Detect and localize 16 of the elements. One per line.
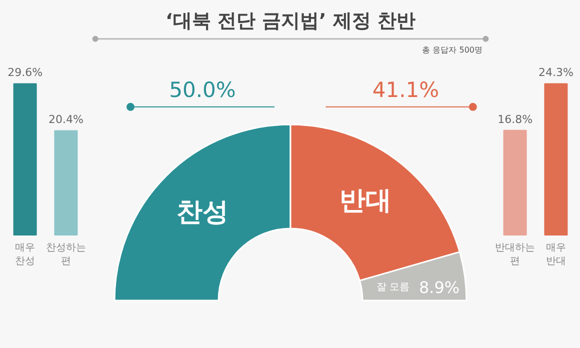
data-label: 50.0%: [169, 78, 236, 102]
data-label: 41.1%: [372, 78, 440, 102]
category-label: 매우 반대: [546, 242, 566, 267]
data-label: 20.4%: [48, 113, 84, 126]
category-label: 매우 찬성: [15, 242, 36, 267]
data-label: 16.8%: [498, 112, 533, 126]
data-label: 29.6%: [8, 66, 43, 80]
category-label: 반대하는 편: [495, 242, 536, 267]
slice-label: 잘 모름: [376, 282, 410, 294]
category-label: 찬성하는 편: [46, 242, 86, 267]
data-label: 8.9%: [418, 278, 460, 298]
chart-title: ‘대북 전단 금지법’ 제정 찬반: [166, 10, 416, 32]
text: 총 응답자 500명: [422, 45, 483, 54]
slice-label: 찬성: [176, 197, 228, 228]
data-label: 24.3%: [538, 66, 574, 80]
slice-label: 반대: [340, 186, 392, 216]
